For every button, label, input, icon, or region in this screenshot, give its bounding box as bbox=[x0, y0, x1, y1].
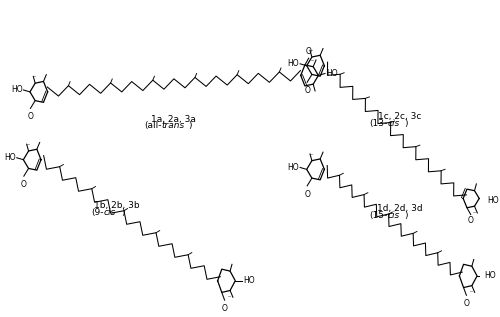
Text: O: O bbox=[306, 47, 312, 56]
Text: 1c, 2c, 3c: 1c, 2c, 3c bbox=[378, 112, 422, 120]
Text: O: O bbox=[304, 86, 310, 95]
Text: HO: HO bbox=[288, 163, 299, 172]
Text: O: O bbox=[28, 112, 34, 121]
Text: O: O bbox=[468, 217, 473, 225]
Text: HO: HO bbox=[326, 69, 338, 78]
Text: HO: HO bbox=[11, 86, 22, 94]
Text: ): ) bbox=[404, 120, 408, 128]
Text: O: O bbox=[304, 190, 310, 199]
Text: ···: ··· bbox=[26, 142, 31, 147]
Text: HO: HO bbox=[484, 271, 496, 281]
Text: ···: ··· bbox=[310, 48, 314, 53]
Text: (15-: (15- bbox=[370, 211, 388, 220]
Text: 1d, 2d, 3d: 1d, 2d, 3d bbox=[377, 204, 422, 213]
Text: ···: ··· bbox=[311, 58, 316, 63]
Text: (all-: (all- bbox=[144, 121, 162, 130]
Text: ···: ··· bbox=[472, 210, 477, 215]
Text: HO: HO bbox=[487, 196, 498, 205]
Text: HO: HO bbox=[243, 276, 254, 285]
Text: O: O bbox=[464, 299, 469, 308]
Text: 1b, 2b, 3b: 1b, 2b, 3b bbox=[94, 201, 140, 210]
Text: ···: ··· bbox=[228, 294, 232, 299]
Text: O: O bbox=[21, 180, 27, 189]
Text: ···: ··· bbox=[470, 289, 474, 294]
Text: O: O bbox=[222, 304, 228, 313]
Text: 1a, 2a, 3a: 1a, 2a, 3a bbox=[151, 114, 196, 124]
Text: ···: ··· bbox=[310, 152, 314, 157]
Text: cis: cis bbox=[388, 211, 400, 220]
Text: trans: trans bbox=[162, 121, 185, 130]
Text: ···: ··· bbox=[33, 74, 38, 79]
Text: (13-: (13- bbox=[370, 120, 388, 128]
Text: HO: HO bbox=[288, 59, 299, 68]
Text: cis: cis bbox=[104, 209, 116, 217]
Text: ): ) bbox=[188, 121, 192, 130]
Text: cis: cis bbox=[388, 120, 400, 128]
Text: HO: HO bbox=[4, 153, 16, 162]
Text: (9-: (9- bbox=[91, 209, 104, 217]
Text: ): ) bbox=[122, 209, 125, 217]
Text: ): ) bbox=[404, 211, 408, 220]
